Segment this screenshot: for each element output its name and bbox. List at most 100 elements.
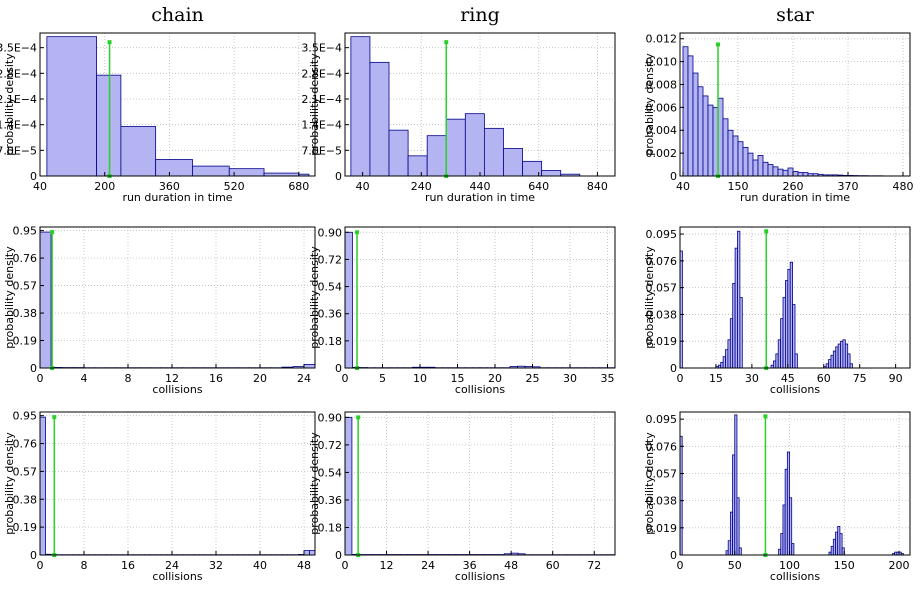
histogram-bar: [798, 173, 803, 176]
y-tick-label: 0.095: [646, 228, 678, 241]
y-tick-label: 0.54: [318, 466, 343, 479]
x-tick-label: 24: [297, 372, 311, 385]
y-tick-label: 0: [335, 549, 342, 562]
y-tick-label: 0: [30, 170, 37, 183]
histogram-bar: [850, 364, 852, 368]
y-tick-label: 0: [670, 170, 677, 183]
y-tick-label: 0.36: [318, 494, 343, 507]
x-tick-label: 680: [288, 180, 309, 193]
histogram-bar: [783, 170, 788, 176]
x-axis-label: collisions: [152, 383, 202, 396]
histogram-bar: [739, 548, 741, 555]
x-tick-label: 12: [380, 559, 394, 572]
x-tick-label: 16: [121, 559, 135, 572]
y-tick-label: 3.5E−4: [0, 42, 37, 55]
histogram-bar: [688, 56, 693, 176]
x-tick-label: 60: [546, 559, 560, 572]
plot-frame: [680, 412, 910, 555]
y-tick-label: 0.38: [13, 307, 38, 320]
y-tick-label: 0.90: [318, 411, 343, 424]
y-tick-label: 0.72: [318, 439, 343, 452]
y-tick-label: 0.95: [13, 410, 38, 423]
y-tick-label: 0.36: [318, 308, 343, 321]
histogram-bar: [698, 87, 703, 176]
histogram-bar: [748, 153, 753, 176]
histogram-bar: [351, 37, 370, 176]
histogram-bar: [310, 551, 316, 555]
x-tick-label: 0: [37, 559, 44, 572]
y-tick-label: 0: [335, 170, 342, 183]
y-axis-label: probability density: [3, 432, 16, 535]
y-axis-label: probability density: [308, 53, 321, 156]
x-tick-label: 200: [94, 180, 115, 193]
x-tick-label: 0: [342, 372, 349, 385]
plot-frame: [345, 412, 615, 555]
x-axis-label: collisions: [455, 570, 505, 583]
histogram-bar: [97, 75, 121, 176]
histogram-bar: [788, 168, 793, 176]
histogram-bar: [693, 73, 698, 176]
x-tick-label: 0: [342, 559, 349, 572]
x-tick-label: 20: [253, 372, 267, 385]
x-tick-label: 48: [297, 559, 311, 572]
histogram-bar: [703, 96, 708, 176]
y-axis-label: probability density: [3, 53, 16, 156]
mean-line-end: [716, 42, 720, 46]
y-tick-label: 0: [30, 362, 37, 375]
y-tick-label: 0.76: [13, 252, 38, 265]
histogram-bar: [737, 498, 739, 555]
histogram-bar: [723, 119, 728, 176]
histogram-bar: [768, 165, 773, 176]
histogram-bar: [708, 105, 713, 176]
mean-line-end: [355, 230, 359, 234]
x-tick-label: 0: [37, 372, 44, 385]
mean-line-end: [764, 229, 768, 233]
y-tick-label: 0.18: [318, 521, 343, 534]
histogram-bar: [803, 173, 808, 176]
plot-frame: [40, 412, 315, 555]
x-tick-label: 40: [356, 180, 370, 193]
histogram-bar: [683, 47, 688, 176]
x-axis-label: collisions: [455, 383, 505, 396]
y-axis-label: probability density: [643, 246, 656, 349]
x-tick-label: 4: [81, 372, 88, 385]
histogram-bar: [503, 149, 522, 177]
histogram-bar: [763, 162, 768, 176]
y-tick-label: 0.18: [318, 335, 343, 348]
x-tick-label: 48: [504, 559, 518, 572]
x-axis-label: collisions: [770, 383, 820, 396]
chart-title: star: [776, 4, 815, 26]
y-tick-label: 0.57: [13, 280, 38, 293]
y-tick-label: 0.72: [318, 253, 343, 266]
mean-line-end: [108, 40, 112, 44]
x-tick-label: 150: [834, 559, 855, 572]
histogram-bar: [778, 169, 783, 176]
histogram-bar: [733, 136, 738, 176]
x-tick-label: 30: [563, 372, 577, 385]
y-axis-label: probability density: [308, 246, 321, 349]
histogram-bar: [121, 127, 156, 177]
y-tick-label: 0.19: [13, 521, 38, 534]
x-tick-label: 8: [81, 559, 88, 572]
chart-title: chain: [151, 4, 204, 26]
x-tick-label: 10: [413, 372, 427, 385]
y-tick-label: 0: [670, 549, 677, 562]
y-tick-label: 0.76: [13, 438, 38, 451]
histogram-bar: [446, 119, 465, 176]
histogram-bar: [304, 364, 315, 368]
histogram-bar: [40, 417, 46, 555]
x-tick-label: 90: [889, 372, 903, 385]
histogram-bar: [542, 171, 561, 177]
histogram-bar: [773, 167, 778, 176]
y-tick-label: 0.012: [646, 33, 678, 46]
x-tick-label: 75: [853, 372, 867, 385]
x-tick-label: 25: [526, 372, 540, 385]
x-tick-label: 30: [745, 372, 759, 385]
x-tick-label: 840: [587, 180, 608, 193]
mean-line-end: [52, 415, 56, 419]
mean-line-end: [763, 414, 767, 418]
histogram-bar: [728, 130, 733, 176]
x-tick-label: 0: [677, 559, 684, 572]
histogram-bar: [738, 142, 743, 176]
y-tick-label: 3.5E−4: [301, 42, 342, 55]
